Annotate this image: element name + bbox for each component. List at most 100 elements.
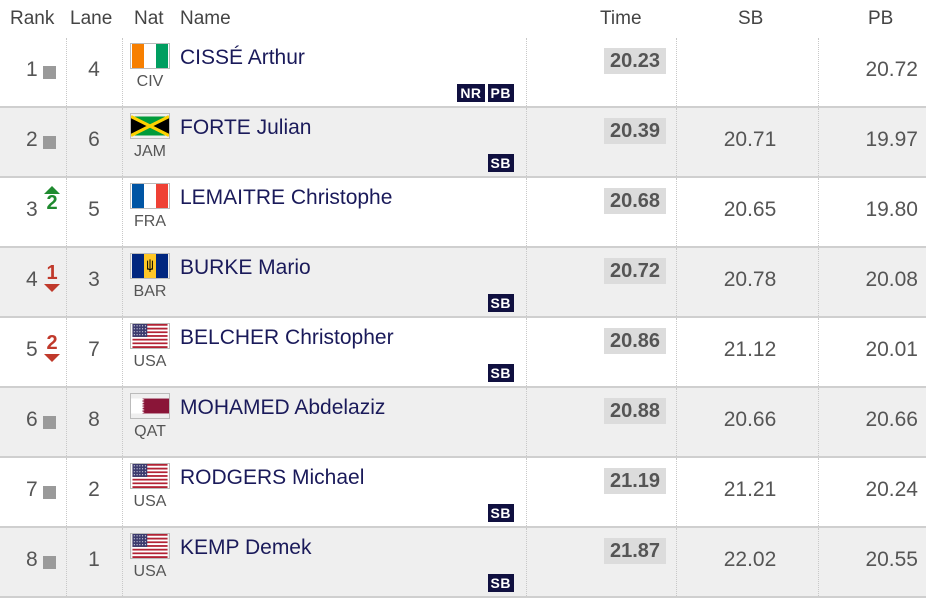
athlete-name-link[interactable]: MOHAMED Abdelaziz	[180, 396, 386, 419]
season-best: 22.02	[723, 548, 777, 571]
arrow-up-icon	[44, 186, 60, 194]
column-divider	[122, 528, 124, 596]
table-row[interactable]: 2 6 JAM FORTE Julian SB 20.39 20.71 19.97	[0, 108, 926, 178]
column-divider	[676, 388, 678, 456]
column-divider	[818, 458, 820, 526]
rank: 2	[26, 128, 38, 151]
season-best: 20.78	[723, 268, 777, 291]
rank: 7	[26, 478, 38, 501]
rank-change: 2	[46, 332, 58, 354]
column-divider	[818, 178, 820, 246]
record-badges: SB	[487, 154, 514, 172]
column-divider	[818, 38, 820, 106]
season-best: 21.12	[723, 338, 777, 361]
column-divider	[526, 38, 528, 106]
column-divider	[818, 318, 820, 386]
column-divider	[676, 38, 678, 106]
result-time: 20.23	[604, 48, 666, 74]
personal-best: 20.01	[865, 338, 918, 361]
personal-best: 19.80	[865, 198, 918, 221]
athlete-name-link[interactable]: CISSÉ Arthur	[180, 46, 305, 69]
header-rank[interactable]: Rank	[10, 8, 55, 29]
column-divider	[122, 178, 124, 246]
record-badge: SB	[487, 504, 514, 522]
rank-unchanged-icon	[43, 486, 56, 499]
column-divider	[526, 108, 528, 176]
column-divider	[676, 528, 678, 596]
table-row[interactable]: 7 2 USA RODGERS Michael SB 21.19 21.21 20.24	[0, 458, 926, 528]
arrow-down-icon	[44, 354, 60, 362]
header-lane[interactable]: Lane	[70, 8, 113, 29]
column-divider	[66, 388, 68, 456]
table-row[interactable]: 8 1 USA KEMP Demek SB 21.87 22.02 20.55	[0, 528, 926, 598]
column-divider	[122, 318, 124, 386]
header-pb[interactable]: PB	[868, 8, 894, 29]
personal-best: 19.97	[865, 128, 918, 151]
column-divider	[66, 178, 68, 246]
record-badges: SB	[487, 574, 514, 592]
column-divider	[122, 458, 124, 526]
usa-flag-icon	[131, 464, 169, 488]
column-divider	[818, 388, 820, 456]
result-time: 20.72	[604, 258, 666, 284]
nat-code: USA	[133, 353, 167, 370]
result-time: 21.87	[604, 538, 666, 564]
lane: 1	[88, 548, 100, 571]
record-badges: SB	[487, 364, 514, 382]
usa-flag-icon	[131, 324, 169, 348]
column-divider	[526, 458, 528, 526]
column-divider	[122, 108, 124, 176]
column-divider	[676, 318, 678, 386]
table-row[interactable]: 3 2 5 FRA LEMAITRE Christophe 20.68 20.65 19.80	[0, 178, 926, 248]
athlete-name-link[interactable]: BELCHER Christopher	[180, 326, 394, 349]
rank: 3	[26, 198, 38, 221]
result-time: 21.19	[604, 468, 666, 494]
athlete-name-link[interactable]: RODGERS Michael	[180, 466, 365, 489]
header-sb[interactable]: SB	[738, 8, 764, 29]
rank-unchanged-icon	[43, 416, 56, 429]
column-divider	[122, 388, 124, 456]
qat-flag-icon	[131, 394, 169, 418]
civ-flag-icon	[131, 44, 169, 68]
lane: 5	[88, 198, 100, 221]
record-badge: PB	[487, 84, 514, 102]
result-time: 20.88	[604, 398, 666, 424]
nat-code: QAT	[134, 423, 166, 440]
header-name[interactable]: Name	[180, 8, 231, 29]
personal-best: 20.72	[865, 58, 918, 81]
rank-up-indicator: 2	[44, 186, 60, 213]
column-divider	[122, 248, 124, 316]
bar-flag-icon	[131, 254, 169, 278]
rank-change: 1	[46, 262, 58, 284]
column-divider	[676, 108, 678, 176]
table-row[interactable]: 4 1 3 BAR BURKE Mario SB 20.72 20.78 20.08	[0, 248, 926, 318]
record-badges: SB	[487, 294, 514, 312]
table-row[interactable]: 1 4 CIV CISSÉ Arthur NR PB 20.23 20.72	[0, 38, 926, 108]
header-time[interactable]: Time	[600, 8, 642, 29]
table-row[interactable]: 5 2 7 USA BELCHER Christopher SB 20.86 21.12 20.…	[0, 318, 926, 388]
athlete-name-link[interactable]: FORTE Julian	[180, 116, 312, 139]
personal-best: 20.66	[865, 408, 918, 431]
table-row[interactable]: 6 8 QAT MOHAMED Abdelaziz 20.88 20.66 20.66	[0, 388, 926, 458]
header-nat[interactable]: Nat	[134, 8, 164, 29]
season-best: 21.21	[723, 478, 777, 501]
column-divider	[818, 528, 820, 596]
nat-code: USA	[133, 493, 167, 510]
season-best: 20.71	[723, 128, 777, 151]
rank-unchanged-icon	[43, 556, 56, 569]
column-divider	[526, 318, 528, 386]
rank-down-indicator: 2	[44, 332, 60, 362]
column-divider	[818, 248, 820, 316]
table-header: Rank Lane Nat Name Time SB PB	[0, 0, 926, 38]
lane: 2	[88, 478, 100, 501]
column-divider	[66, 108, 68, 176]
fra-flag-icon	[131, 184, 169, 208]
athlete-name-link[interactable]: LEMAITRE Christophe	[180, 186, 393, 209]
lane: 3	[88, 268, 100, 291]
rank: 6	[26, 408, 38, 431]
lane: 4	[88, 58, 100, 81]
athlete-name-link[interactable]: KEMP Demek	[180, 536, 312, 559]
rank-unchanged-icon	[43, 136, 56, 149]
athlete-name-link[interactable]: BURKE Mario	[180, 256, 311, 279]
